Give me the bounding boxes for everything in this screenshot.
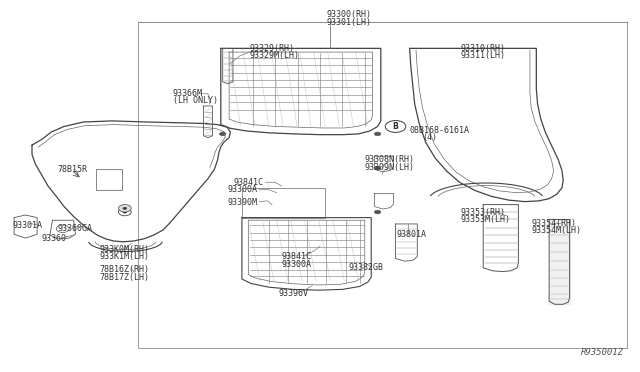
- Circle shape: [118, 205, 131, 212]
- Text: 93360GA: 93360GA: [58, 224, 93, 233]
- Text: 78B17Z(LH): 78B17Z(LH): [99, 273, 149, 282]
- Text: 93300A: 93300A: [227, 185, 257, 194]
- Text: 933K0M(RH): 933K0M(RH): [99, 245, 149, 254]
- Text: 93841C: 93841C: [282, 252, 312, 261]
- Text: 93308N(RH): 93308N(RH): [365, 155, 415, 164]
- Text: 93366M: 93366M: [173, 89, 203, 97]
- Text: 78B16Z(RH): 78B16Z(RH): [99, 265, 149, 274]
- Text: 93353(RH): 93353(RH): [461, 208, 506, 217]
- Bar: [242, 188, 325, 218]
- Text: 93396V: 93396V: [278, 289, 308, 298]
- Text: 93309N(LH): 93309N(LH): [365, 163, 415, 172]
- Text: 93353M(LH): 93353M(LH): [461, 215, 511, 224]
- Text: 93382GB: 93382GB: [349, 263, 384, 272]
- Text: 93354(RH): 93354(RH): [531, 219, 576, 228]
- Text: 93360: 93360: [42, 234, 67, 243]
- Text: 93841C: 93841C: [234, 178, 264, 187]
- Text: B: B: [393, 122, 398, 131]
- Text: 93301(LH): 93301(LH): [326, 18, 371, 27]
- Circle shape: [374, 166, 381, 170]
- Text: (LH ONLY): (LH ONLY): [173, 96, 218, 105]
- Text: 93311(LH): 93311(LH): [461, 51, 506, 60]
- Text: 93300(RH): 93300(RH): [326, 10, 371, 19]
- Text: 933K1M(LH): 933K1M(LH): [99, 252, 149, 261]
- Circle shape: [118, 208, 131, 216]
- Text: R935001Z: R935001Z: [581, 348, 624, 357]
- Text: 08B168-6161A: 08B168-6161A: [410, 126, 470, 135]
- Bar: [138, 22, 627, 348]
- Circle shape: [123, 207, 127, 209]
- Text: 93329M(LH): 93329M(LH): [250, 51, 300, 60]
- Text: 93300A: 93300A: [282, 260, 312, 269]
- Text: (4): (4): [422, 133, 437, 142]
- Circle shape: [374, 210, 381, 214]
- Text: 93801A: 93801A: [397, 230, 427, 239]
- Circle shape: [374, 132, 381, 136]
- Text: 93390M: 93390M: [227, 198, 257, 207]
- Circle shape: [123, 211, 127, 213]
- Bar: [96, 169, 122, 190]
- Text: 78B15R: 78B15R: [58, 165, 88, 174]
- Text: 93354M(LH): 93354M(LH): [531, 226, 581, 235]
- Text: 93310(RH): 93310(RH): [461, 44, 506, 53]
- Circle shape: [220, 132, 226, 136]
- Text: 93329(RH): 93329(RH): [250, 44, 294, 53]
- Text: 93301A: 93301A: [13, 221, 43, 230]
- Circle shape: [385, 121, 406, 132]
- Polygon shape: [549, 219, 570, 304]
